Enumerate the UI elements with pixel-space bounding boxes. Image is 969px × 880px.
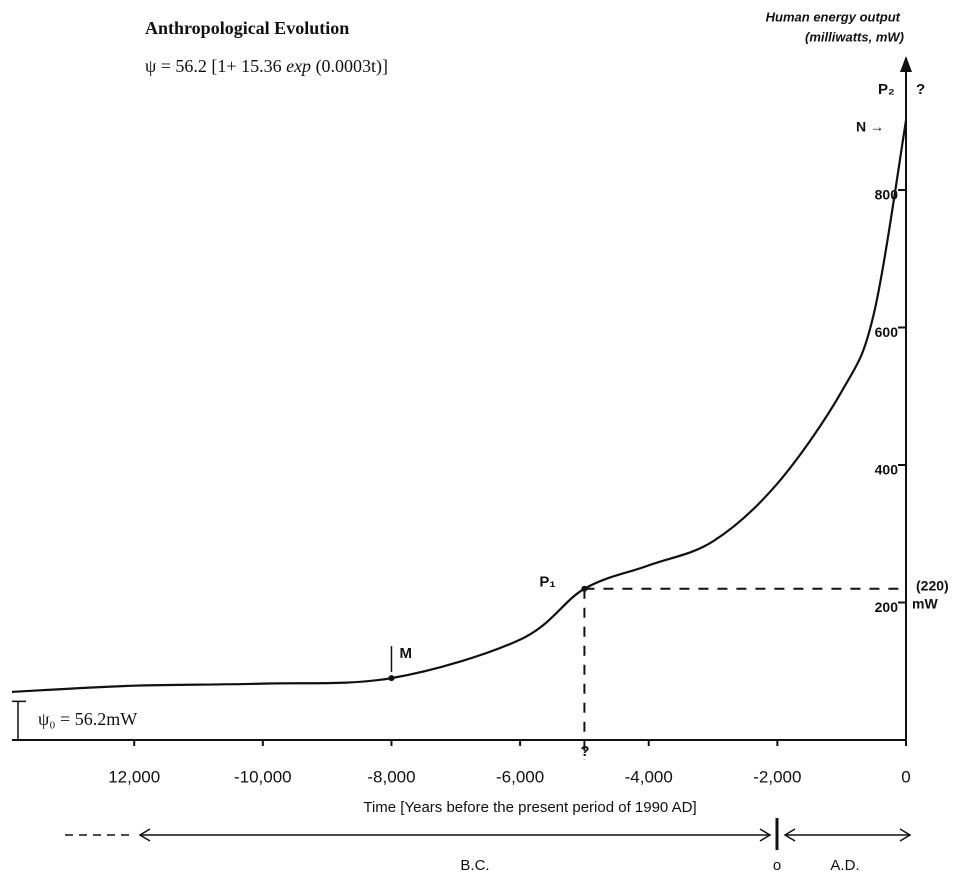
curve	[11, 120, 908, 693]
era-label: B.C.	[460, 857, 489, 874]
x-tick-label: -4,000	[625, 767, 673, 786]
era-label: o	[773, 857, 781, 874]
x-axis-label: Time [Years before the present period of…	[363, 799, 696, 816]
psi0-label: ψ₀ = 56.2mW	[38, 709, 137, 729]
x-tick-label: 12,000	[108, 767, 160, 786]
x-tick-label: -2,000	[753, 767, 801, 786]
x-tick-label: -8,000	[367, 767, 415, 786]
y-axis-label: Human energy output	[766, 9, 901, 24]
p1-point	[581, 585, 588, 592]
annotation: M	[399, 645, 412, 662]
annotation: ?	[916, 81, 925, 98]
y-tick-label: 600	[875, 324, 899, 340]
annotation: ?	[580, 743, 589, 760]
annotation: P₁	[539, 574, 555, 591]
chart-title: Anthropological Evolution	[145, 18, 349, 38]
x-tick-label: -10,000	[234, 767, 292, 786]
equation: ψ = 56.2 [1+ 15.36 exp (0.0003t)]	[145, 56, 388, 77]
y-tick-label: 800	[875, 187, 899, 203]
annotation: N →	[856, 119, 884, 135]
x-tick-label: -6,000	[496, 767, 544, 786]
annotation: (220)	[916, 577, 949, 593]
equation-part: exp	[286, 56, 311, 76]
y-axis-arrow	[900, 56, 912, 72]
era-label: A.D.	[830, 857, 859, 874]
equation-part: ψ = 56.2 [1+ 15.36	[145, 56, 286, 76]
annotation: mW	[912, 595, 938, 611]
y-tick-label: 200	[875, 599, 899, 615]
y-tick-label: 400	[875, 462, 899, 478]
equation-part: (0.0003t)]	[311, 56, 388, 77]
y-axis-label: (milliwatts, mW)	[805, 29, 904, 44]
era-arrows	[65, 818, 912, 850]
x-tick-label: 0	[901, 767, 910, 786]
annotation: P₂	[878, 81, 895, 98]
m-point	[388, 675, 395, 682]
